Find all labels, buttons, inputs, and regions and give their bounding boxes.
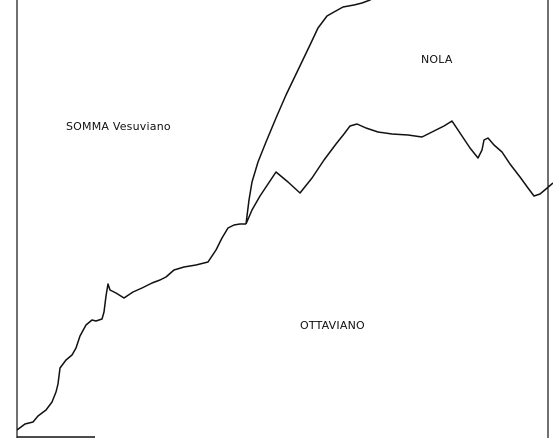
- map-border: [16, 0, 549, 438]
- nola-ottaviano-boundary: [245, 120, 553, 225]
- somma-nola-boundary: [245, 0, 372, 225]
- region-label-somma-vesuviano: SOMMA Vesuviano: [66, 120, 171, 133]
- region-label-nola: NOLA: [421, 53, 453, 66]
- region-label-ottaviano: OTTAVIANO: [300, 319, 365, 332]
- somma-ottaviano-boundary: [16, 223, 246, 431]
